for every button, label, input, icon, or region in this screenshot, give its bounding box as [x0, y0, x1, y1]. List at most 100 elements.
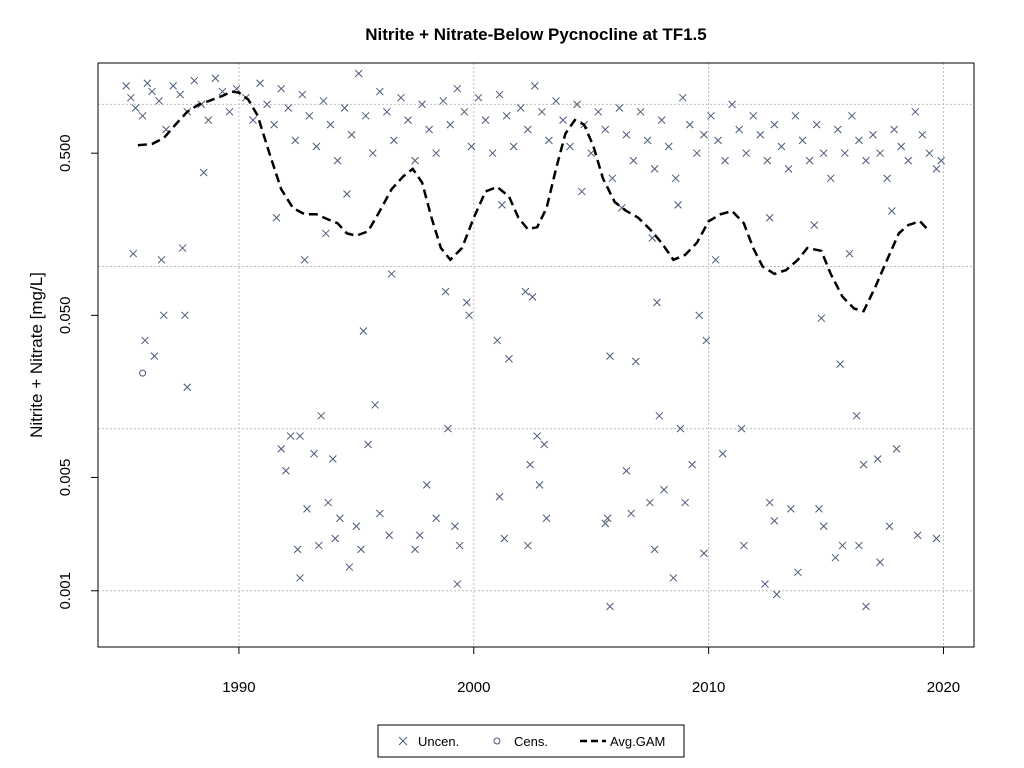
legend-uncen-label: Uncen. — [418, 734, 459, 749]
uncen-point — [664, 142, 673, 151]
uncen-point — [495, 90, 504, 99]
uncen-point — [155, 97, 163, 105]
uncen-point — [439, 97, 448, 105]
uncen-point — [143, 79, 152, 88]
uncen-point — [272, 213, 281, 222]
uncen-point — [848, 111, 856, 120]
uncen-point — [855, 136, 863, 145]
uncen-point — [462, 298, 471, 307]
uncen-point — [636, 107, 645, 116]
uncen-point — [817, 314, 826, 323]
uncen-point — [204, 116, 213, 124]
uncen-point — [533, 432, 542, 440]
uncen-point — [693, 149, 701, 158]
uncen-point — [530, 82, 539, 90]
uncen-point — [176, 90, 185, 99]
x-tick-label: 2020 — [927, 679, 960, 696]
uncen-point — [770, 120, 779, 129]
uncen-point — [509, 142, 518, 151]
uncen-point — [411, 156, 419, 165]
uncen-point — [925, 149, 934, 158]
uncen-point — [918, 130, 927, 139]
uncen-point — [603, 514, 612, 523]
uncen-point — [615, 104, 624, 112]
uncen-point — [913, 531, 922, 540]
x-tick-label: 1990 — [222, 679, 255, 696]
uncen-point — [277, 84, 286, 93]
uncen-point — [390, 136, 398, 145]
uncen-point — [631, 357, 640, 366]
gam-line — [137, 90, 931, 313]
legend-box — [377, 724, 685, 758]
uncen-point — [178, 244, 187, 252]
uncen-point — [331, 534, 340, 543]
uncen-point — [777, 142, 786, 151]
uncen-point — [495, 492, 504, 501]
uncen-point — [460, 107, 469, 116]
uncen-point — [937, 156, 945, 165]
uncen-point — [685, 120, 694, 129]
uncen-point — [523, 541, 532, 550]
uncen-point — [441, 287, 450, 296]
uncen-point — [887, 207, 896, 215]
uncen-point — [862, 156, 870, 165]
uncen-point — [397, 93, 405, 102]
uncen-point — [826, 174, 835, 183]
uncen-point — [453, 580, 462, 588]
uncen-point — [375, 87, 384, 96]
uncen-point — [594, 107, 603, 116]
uncen-point — [328, 455, 337, 463]
uncen-point — [833, 125, 842, 134]
uncen-point — [711, 255, 720, 264]
uncen-point — [700, 130, 708, 139]
x-tick-label: 2000 — [457, 679, 490, 696]
uncen-point — [523, 125, 532, 134]
uncen-point — [211, 74, 220, 83]
uncen-point — [622, 130, 631, 139]
axes: 1990 2000 2010 2020 0.001 0.005 0.050 0.500 — [57, 134, 960, 696]
uncen-point — [225, 107, 234, 116]
legend-cens-label: Cens. — [514, 734, 548, 749]
uncen-point — [838, 541, 847, 550]
uncen-point — [422, 481, 431, 489]
uncen-point — [876, 149, 884, 158]
uncen-point — [660, 485, 668, 494]
uncen-point — [702, 336, 711, 345]
uncen-point — [159, 311, 168, 320]
uncen-point — [869, 130, 877, 139]
uncen-point — [453, 84, 462, 93]
uncen-point — [542, 514, 551, 523]
uncen-point — [387, 270, 396, 278]
uncen-point — [765, 213, 774, 222]
uncen-point — [357, 545, 365, 554]
plot-area — [122, 69, 945, 611]
uncen-point — [314, 541, 323, 550]
uncen-point — [601, 519, 610, 528]
uncen-point — [432, 149, 441, 158]
uncen-point — [573, 100, 581, 109]
uncen-point — [676, 424, 685, 433]
uncen-point — [249, 116, 257, 124]
uncen-point — [347, 130, 356, 139]
uncen-point — [493, 336, 502, 345]
uncen-point — [385, 531, 394, 540]
uncen-point — [859, 460, 868, 469]
uncen-point — [897, 142, 906, 151]
uncen-point — [627, 509, 635, 518]
legend-gam-label: Avg.GAM — [610, 734, 665, 749]
uncen-point — [742, 149, 751, 158]
uncen-point — [873, 455, 882, 463]
uncen-point — [646, 498, 654, 507]
uncen-point — [505, 354, 513, 363]
uncen-point — [488, 149, 497, 158]
uncen-point — [784, 165, 793, 173]
uncen-point — [481, 116, 490, 124]
uncen-point — [855, 541, 863, 550]
uncen-point — [516, 104, 525, 112]
uncen-point — [293, 545, 302, 554]
uncen-point — [622, 466, 631, 475]
uncen-point — [127, 93, 135, 102]
uncen-point — [678, 93, 687, 102]
uncen-point — [150, 352, 159, 361]
uncen-point — [526, 460, 534, 469]
